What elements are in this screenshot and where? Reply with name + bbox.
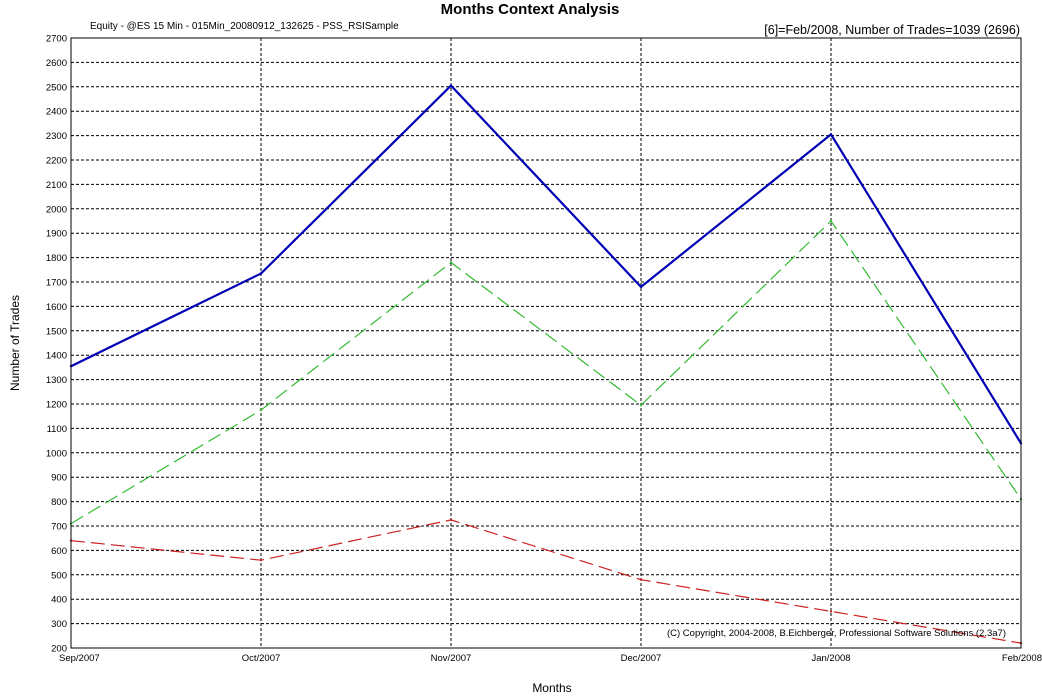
y-tick-label: 2500 bbox=[46, 82, 67, 93]
y-tick-label: 2400 bbox=[46, 107, 67, 118]
y-tick-label: 200 bbox=[51, 644, 67, 655]
y-tick-label: 1900 bbox=[46, 229, 67, 240]
series-point bbox=[259, 408, 263, 412]
chart-subtitle: Equity - @ES 15 Min - 015Min_20080912_13… bbox=[90, 21, 399, 32]
series-point bbox=[829, 219, 833, 223]
x-tick-label: Sep/2007 bbox=[59, 653, 100, 664]
y-tick-label: 700 bbox=[51, 522, 67, 533]
chart-title: Months Context Analysis bbox=[441, 1, 620, 18]
x-tick-label: Nov/2007 bbox=[431, 653, 472, 664]
y-tick-label: 2000 bbox=[46, 204, 67, 215]
x-tick-labels: Sep/2007 Oct/2007 Nov/2007 Dec/2007 Jan/2008… bbox=[59, 653, 1042, 664]
y-tick-label: 800 bbox=[51, 497, 67, 508]
y-tick-label: 900 bbox=[51, 473, 67, 484]
series-point bbox=[449, 518, 453, 522]
y-tick-label: 1600 bbox=[46, 302, 67, 313]
series-point bbox=[449, 84, 453, 87]
series-point bbox=[639, 404, 643, 407]
series-point bbox=[639, 578, 643, 581]
series-line-3 bbox=[70, 519, 1022, 644]
series-line-1 bbox=[70, 84, 1022, 444]
y-tick-label: 2200 bbox=[46, 156, 67, 167]
chart-info: [6]=Feb/2008, Number of Trades=1039 (269… bbox=[764, 23, 1020, 37]
y-tick-label: 1800 bbox=[46, 253, 67, 264]
y-tick-label: 1400 bbox=[46, 351, 67, 362]
y-tick-label: 500 bbox=[51, 570, 67, 581]
series-lines bbox=[69, 84, 1023, 645]
y-tick-label: 2700 bbox=[46, 34, 67, 45]
y-tick-label: 1000 bbox=[46, 448, 67, 459]
y-tick-label: 400 bbox=[51, 595, 67, 606]
x-axis-label: Months bbox=[532, 681, 571, 695]
grid-lines bbox=[71, 38, 1021, 648]
y-axis-label: Number of Trades bbox=[8, 295, 22, 391]
series-point bbox=[829, 610, 833, 613]
y-tick-label: 1200 bbox=[46, 400, 67, 411]
y-tick-label: 300 bbox=[51, 619, 67, 630]
y-tick-label: 1700 bbox=[46, 278, 67, 289]
plot-frame bbox=[70, 37, 1022, 649]
y-tick-label: 1300 bbox=[46, 375, 67, 386]
x-tick-label: Dec/2007 bbox=[621, 653, 662, 664]
y-tick-label: 2100 bbox=[46, 180, 67, 191]
series-point bbox=[829, 133, 833, 136]
y-tick-label: 1100 bbox=[47, 424, 67, 435]
x-tick-label: Jan/2008 bbox=[811, 653, 850, 664]
y-tick-label: 2600 bbox=[46, 58, 67, 69]
series-point bbox=[259, 272, 263, 275]
y-tick-label: 600 bbox=[51, 546, 67, 557]
x-tick-label: Feb/2008 bbox=[1002, 653, 1042, 664]
x-tick-label: Oct/2007 bbox=[242, 653, 281, 664]
y-tick-labels: 200 300 400 500 600 700 800 900 1000 1100 1200 1300… bbox=[46, 34, 67, 655]
copyright-text: (C) Copyright, 2004-2008, B.Eichberger, … bbox=[667, 628, 1006, 639]
series-point bbox=[449, 261, 453, 264]
y-tick-label: 1500 bbox=[46, 326, 67, 337]
series-line-2 bbox=[70, 220, 1022, 525]
y-tick-label: 2300 bbox=[46, 131, 67, 142]
series-point bbox=[639, 285, 643, 289]
series-point bbox=[259, 558, 263, 562]
